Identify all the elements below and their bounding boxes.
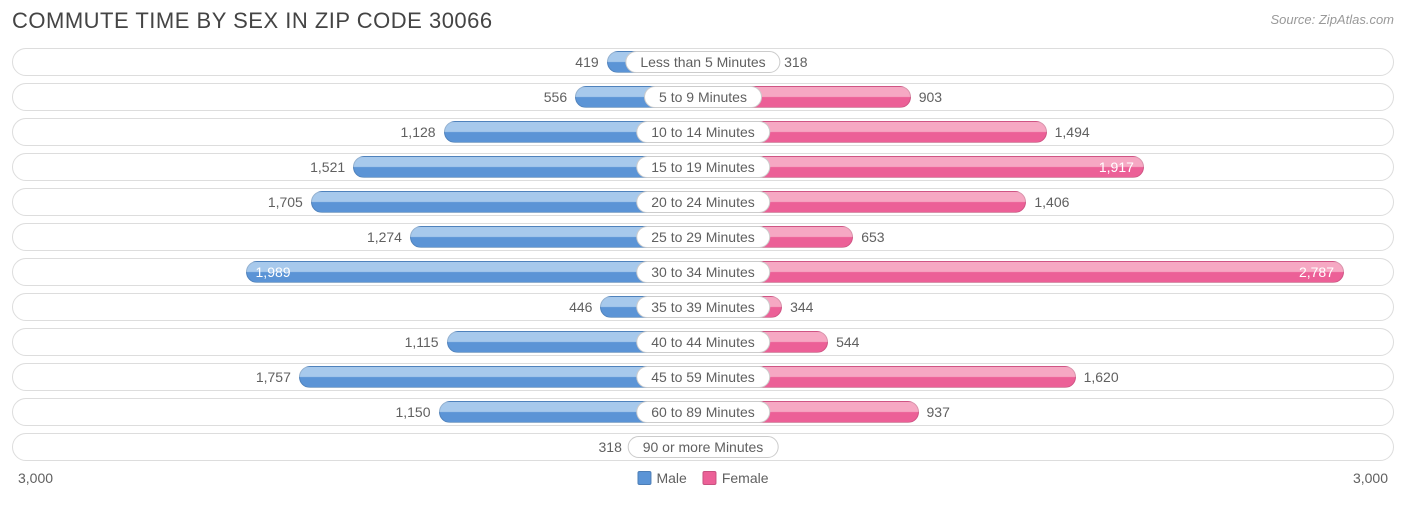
legend-label-male: Male [656, 470, 686, 486]
category-label: 35 to 39 Minutes [636, 296, 770, 318]
value-male: 419 [575, 49, 606, 75]
value-male: 1,150 [395, 399, 438, 425]
value-male: 446 [569, 294, 600, 320]
category-label: 90 or more Minutes [628, 436, 779, 458]
value-male: 1,989 [246, 259, 301, 285]
value-female: 653 [853, 224, 884, 250]
value-female: 1,620 [1076, 364, 1119, 390]
chart-row: 446 344 35 to 39 Minutes [12, 293, 1394, 321]
chart-row: 1,150 937 60 to 89 Minutes [12, 398, 1394, 426]
chart-row: 1,115 544 40 to 44 Minutes [12, 328, 1394, 356]
chart-row: 419 318Less than 5 Minutes [12, 48, 1394, 76]
category-label: 30 to 34 Minutes [636, 261, 770, 283]
legend-swatch-female [703, 471, 717, 485]
legend: Male Female [637, 470, 768, 486]
chart-row: 1,128 1,494 10 to 14 Minutes [12, 118, 1394, 146]
value-female: 544 [828, 329, 859, 355]
chart-body: 419318Less than 5 Minutes5569035 to 9 Mi… [0, 34, 1406, 461]
bar-male [246, 261, 703, 283]
value-female: 937 [919, 399, 950, 425]
value-female: 344 [782, 294, 813, 320]
category-label: 15 to 19 Minutes [636, 156, 770, 178]
chart-row: 1,521 1,917 15 to 19 Minutes [12, 153, 1394, 181]
chart-row: 556 903 5 to 9 Minutes [12, 83, 1394, 111]
axis-max-left: 3,000 [18, 470, 53, 486]
value-male: 1,705 [268, 189, 311, 215]
value-male: 1,115 [405, 329, 447, 355]
axis-max-right: 3,000 [1353, 470, 1388, 486]
category-label: 40 to 44 Minutes [636, 331, 770, 353]
category-label: 10 to 14 Minutes [636, 121, 770, 143]
legend-item-male: Male [637, 470, 686, 486]
value-male: 556 [544, 84, 575, 110]
value-female: 903 [911, 84, 942, 110]
category-label: 20 to 24 Minutes [636, 191, 770, 213]
category-label: 60 to 89 Minutes [636, 401, 770, 423]
legend-label-female: Female [722, 470, 769, 486]
value-female: 1,917 [1089, 154, 1144, 180]
chart-row: 1,757 1,620 45 to 59 Minutes [12, 363, 1394, 391]
category-label: 45 to 59 Minutes [636, 366, 770, 388]
value-female: 1,494 [1047, 119, 1090, 145]
value-male: 1,521 [310, 154, 353, 180]
value-female: 1,406 [1026, 189, 1069, 215]
value-male: 1,757 [256, 364, 299, 390]
chart-row: 1,705 1,406 20 to 24 Minutes [12, 188, 1394, 216]
value-female: 2,787 [1289, 259, 1344, 285]
chart-source: Source: ZipAtlas.com [1270, 8, 1394, 27]
value-male: 1,128 [401, 119, 444, 145]
value-male: 1,274 [367, 224, 410, 250]
chart-title: COMMUTE TIME BY SEX IN ZIP CODE 30066 [12, 8, 493, 34]
chart-row: 1,989 2,787 30 to 34 Minutes [12, 258, 1394, 286]
value-male: 318 [599, 434, 630, 460]
chart-footer: 3,000 Male Female 3,000 [0, 468, 1406, 492]
category-label: 5 to 9 Minutes [644, 86, 762, 108]
legend-swatch-male [637, 471, 651, 485]
chart-row: 31813290 or more Minutes [12, 433, 1394, 461]
category-label: 25 to 29 Minutes [636, 226, 770, 248]
legend-item-female: Female [703, 470, 769, 486]
category-label: Less than 5 Minutes [625, 51, 780, 73]
chart-header: COMMUTE TIME BY SEX IN ZIP CODE 30066 So… [0, 0, 1406, 34]
value-female: 318 [776, 49, 807, 75]
bar-female [703, 261, 1344, 283]
chart-row: 1,274 653 25 to 29 Minutes [12, 223, 1394, 251]
